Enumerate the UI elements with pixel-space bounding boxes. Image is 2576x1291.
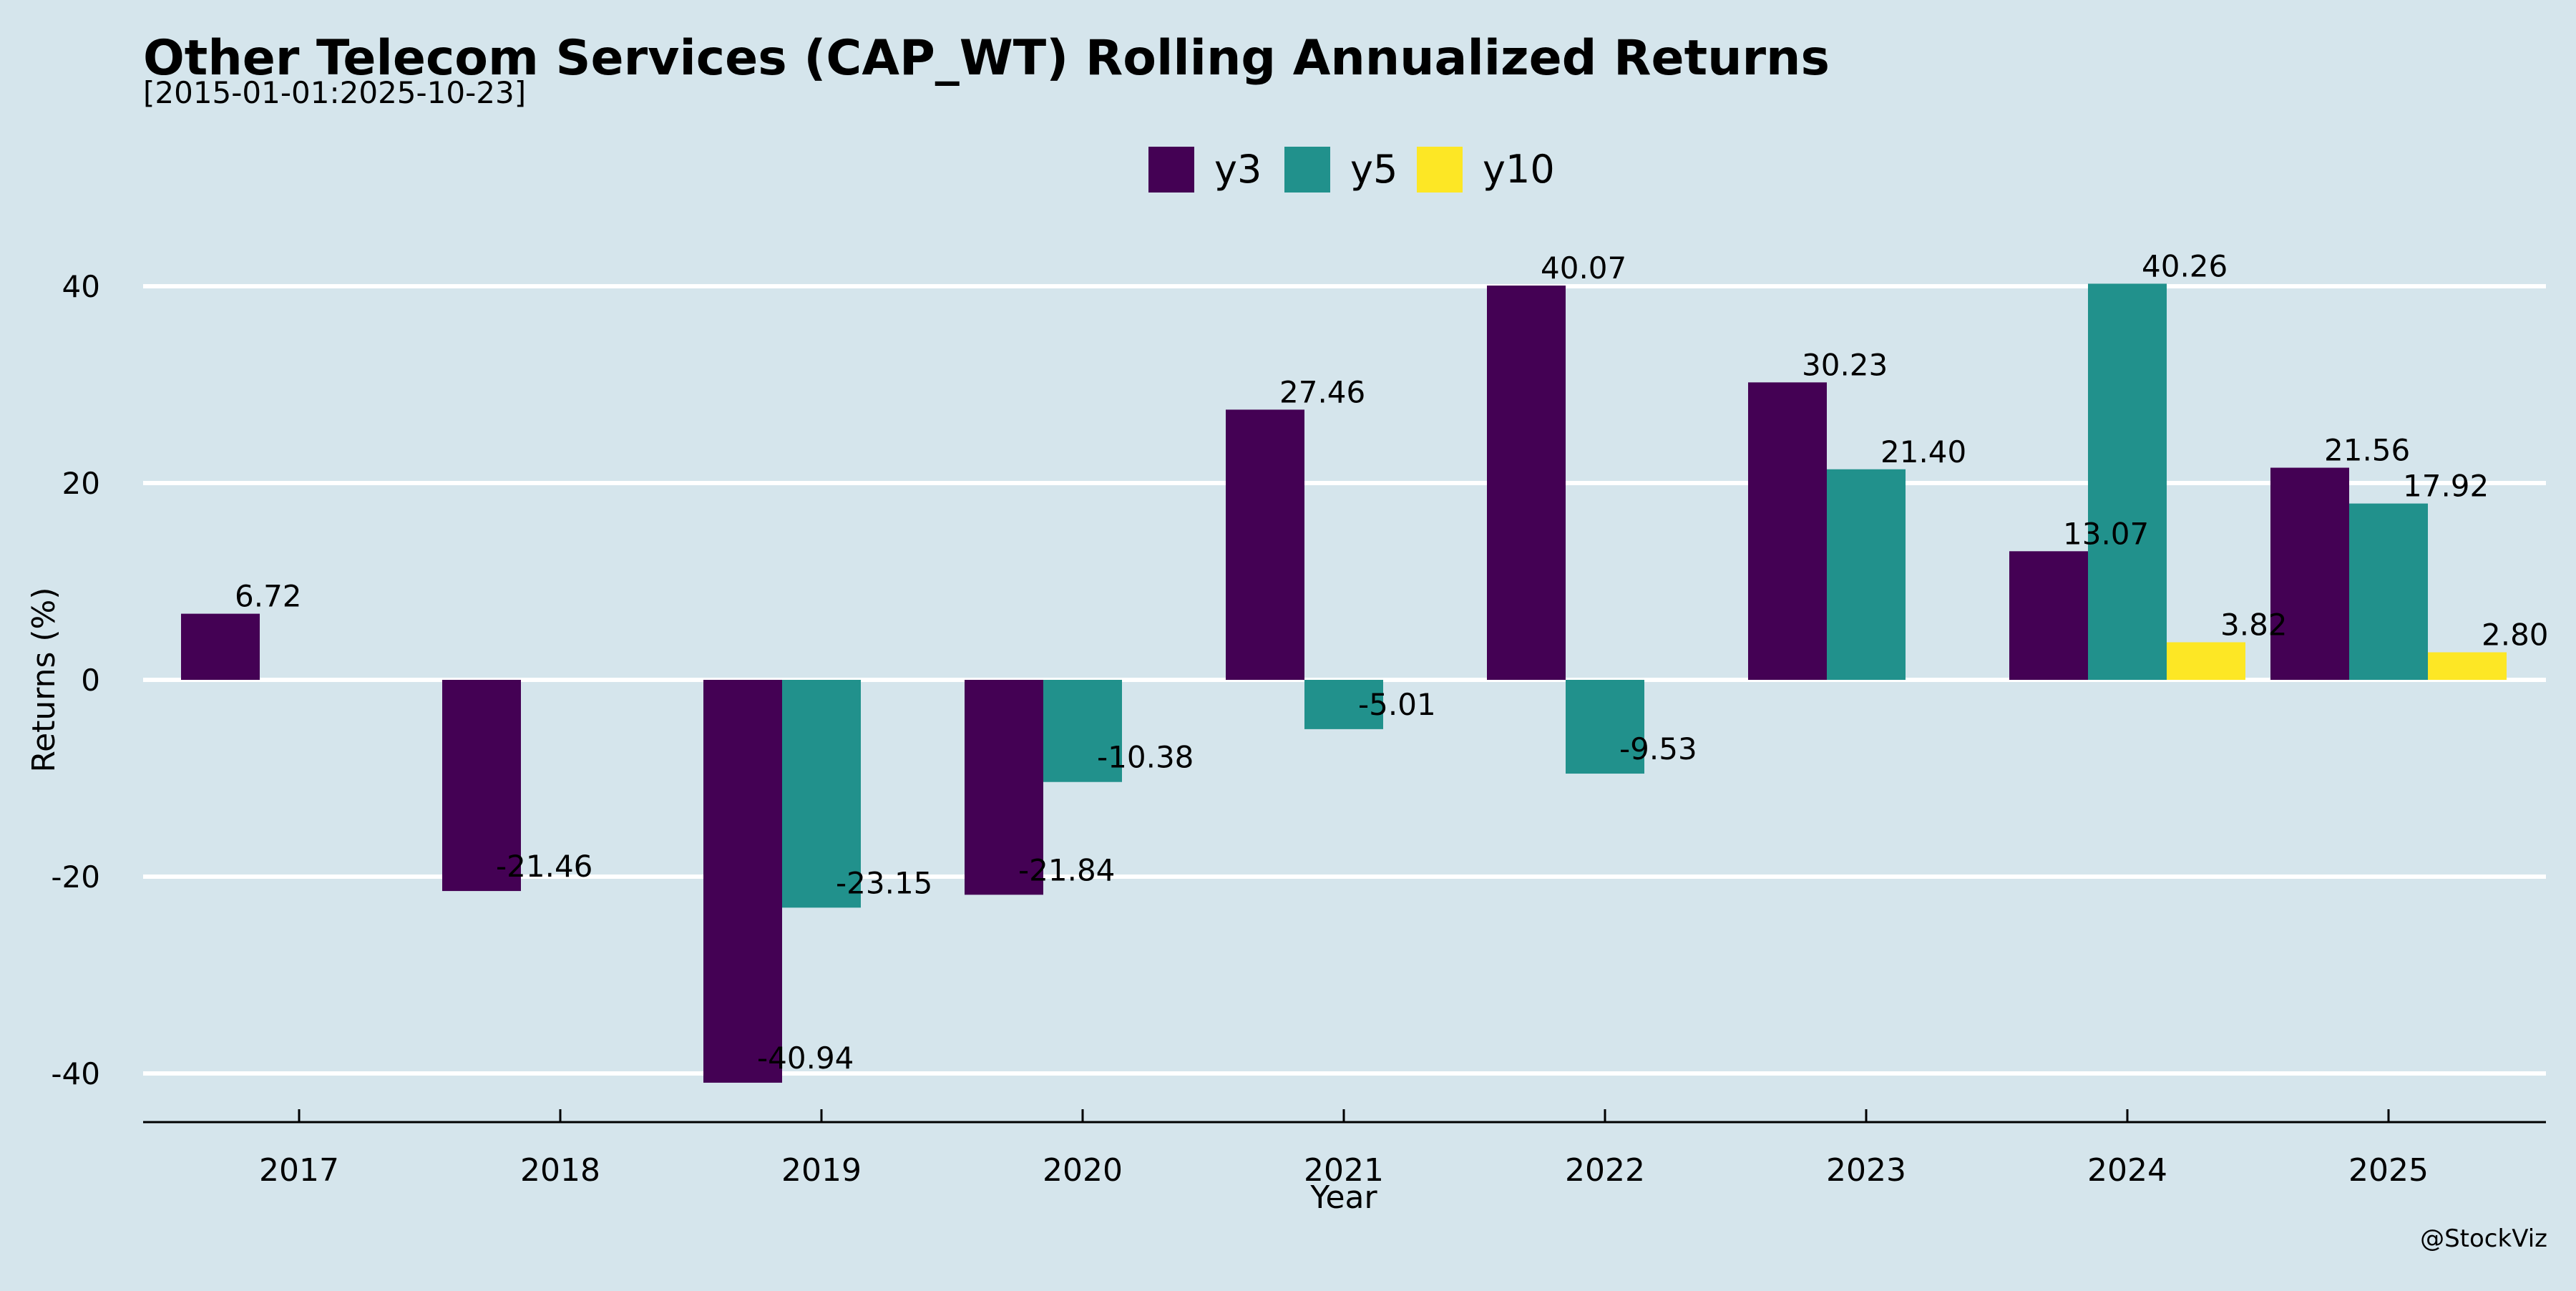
x-tick-label: 2021 — [1304, 1152, 1384, 1189]
bar-y3-2017 — [181, 613, 260, 680]
watermark: @StockViz — [2420, 1224, 2547, 1253]
bar-y3-2023 — [1748, 382, 1827, 680]
chart-title: Other Telecom Services (CAP_WT) Rolling … — [143, 30, 1830, 87]
y-tick-label: 20 — [62, 466, 100, 501]
legend-swatch-y3 — [1148, 147, 1194, 193]
bar-y5-2021 — [1304, 680, 1383, 729]
bar-label-y3-2022: 40.07 — [1541, 250, 1626, 286]
bar-label-y5-2022: -9.53 — [1619, 731, 1697, 766]
x-tick-label: 2019 — [781, 1152, 862, 1189]
legend-swatch-y10 — [1417, 147, 1463, 193]
bar-label-y3-2020: -21.84 — [1018, 852, 1115, 887]
legend-label-y10: y10 — [1483, 147, 1555, 192]
bar-y3-2021 — [1226, 409, 1304, 680]
bar-label-y3-2017: 6.72 — [235, 579, 302, 614]
bar-label-y5-2020: -10.38 — [1097, 740, 1194, 775]
x-tick-label: 2024 — [2087, 1152, 2167, 1189]
bar-y3-2022 — [1487, 286, 1566, 681]
bar-label-y3-2024: 13.07 — [2063, 516, 2149, 551]
y-axis-label: Returns (%) — [26, 587, 62, 772]
bar-label-y3-2025: 21.56 — [2324, 433, 2410, 468]
bar-label-y3-2019: -40.94 — [757, 1041, 854, 1076]
x-axis-label: Year — [1309, 1179, 1377, 1216]
legend: y3 y5 y10 — [1148, 147, 1555, 193]
bar-label-y5-2021: -5.01 — [1358, 687, 1436, 722]
bar-y3-2024 — [2009, 551, 2088, 680]
y-tick-label: -20 — [51, 859, 100, 895]
bar-label-y5-2025: 17.92 — [2403, 469, 2489, 504]
bar-y5-2025 — [2349, 503, 2428, 680]
x-tick-label: 2020 — [1043, 1152, 1123, 1189]
x-tick-label: 2018 — [520, 1152, 600, 1189]
bar-label-y5-2024: 40.26 — [2142, 248, 2228, 283]
bar-y5-2020 — [1043, 680, 1122, 782]
bar-label-y3-2018: -21.46 — [496, 849, 592, 884]
bar-y5-2023 — [1827, 469, 1906, 680]
bar-y5-2024 — [2088, 283, 2167, 680]
x-tick-label: 2017 — [259, 1152, 339, 1189]
bar-y5-2019 — [782, 680, 861, 908]
bar-y3-2018 — [442, 680, 521, 892]
legend-swatch-y5 — [1284, 147, 1330, 193]
chart-subtitle: [2015-01-01:2025-10-23] — [143, 75, 526, 110]
bar-y5-2022 — [1566, 680, 1644, 774]
bar-label-y5-2019: -23.15 — [836, 865, 932, 900]
x-tick-label: 2023 — [1826, 1152, 1906, 1189]
bars — [181, 283, 2507, 1083]
bar-label-y3-2023: 30.23 — [1802, 347, 1888, 382]
bar-label-y3-2021: 27.46 — [1279, 374, 1365, 409]
x-tick-label: 2022 — [1565, 1152, 1645, 1189]
bar-label-y10-2024: 3.82 — [2220, 607, 2288, 642]
bar-y10-2024 — [2167, 642, 2245, 680]
bar-y10-2025 — [2428, 652, 2507, 680]
legend-label-y5: y5 — [1350, 147, 1397, 192]
bar-label-y10-2025: 2.80 — [2482, 618, 2549, 653]
legend-label-y3: y3 — [1214, 147, 1262, 192]
bar-y3-2020 — [965, 680, 1043, 895]
bar-value-labels: 6.72 -21.46 -40.94 -23.15 -21.84 -10.38 27.46 -… — [235, 248, 2549, 1076]
bar-y3-2019 — [703, 680, 782, 1083]
y-axis-ticks: -40 -20 0 20 40 — [51, 269, 100, 1091]
bar-y3-2025 — [2270, 467, 2349, 680]
y-tick-label: 40 — [62, 269, 100, 304]
x-axis: 2017 2018 2019 2020 2021 2022 2023 2024 2025 — [143, 1109, 2546, 1189]
x-tick-label: 2025 — [2348, 1152, 2429, 1189]
y-tick-label: 0 — [81, 663, 100, 698]
y-tick-label: -40 — [51, 1056, 100, 1091]
bar-label-y5-2023: 21.40 — [1880, 434, 1966, 469]
